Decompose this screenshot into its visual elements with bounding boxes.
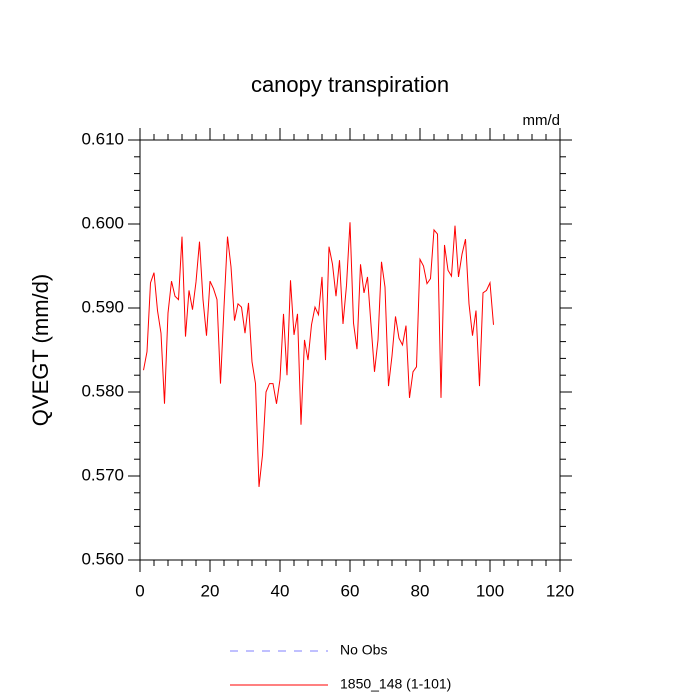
data-line	[143, 222, 494, 487]
y-axis-label: QVEGT (mm/d)	[28, 274, 53, 426]
y-tick-label: 0.600	[81, 213, 124, 232]
x-tick-label: 120	[546, 581, 574, 600]
y-tick-label: 0.570	[81, 465, 124, 484]
units-label: mm/d	[523, 112, 561, 129]
x-tick-label: 60	[341, 581, 360, 600]
y-tick-label: 0.610	[81, 129, 124, 148]
x-tick-label: 0	[135, 581, 144, 600]
legend-label: No Obs	[340, 642, 387, 658]
x-tick-label: 100	[476, 581, 504, 600]
x-tick-label: 20	[201, 581, 220, 600]
plot-frame	[139, 139, 561, 561]
x-tick-label: 80	[411, 581, 430, 600]
legend-label: 1850_148 (1-101)	[340, 676, 451, 692]
y-tick-label: 0.590	[81, 297, 124, 316]
x-tick-label: 40	[271, 581, 290, 600]
y-tick-label: 0.560	[81, 549, 124, 568]
chart-title: canopy transpiration	[251, 72, 449, 97]
y-tick-label: 0.580	[81, 381, 124, 400]
